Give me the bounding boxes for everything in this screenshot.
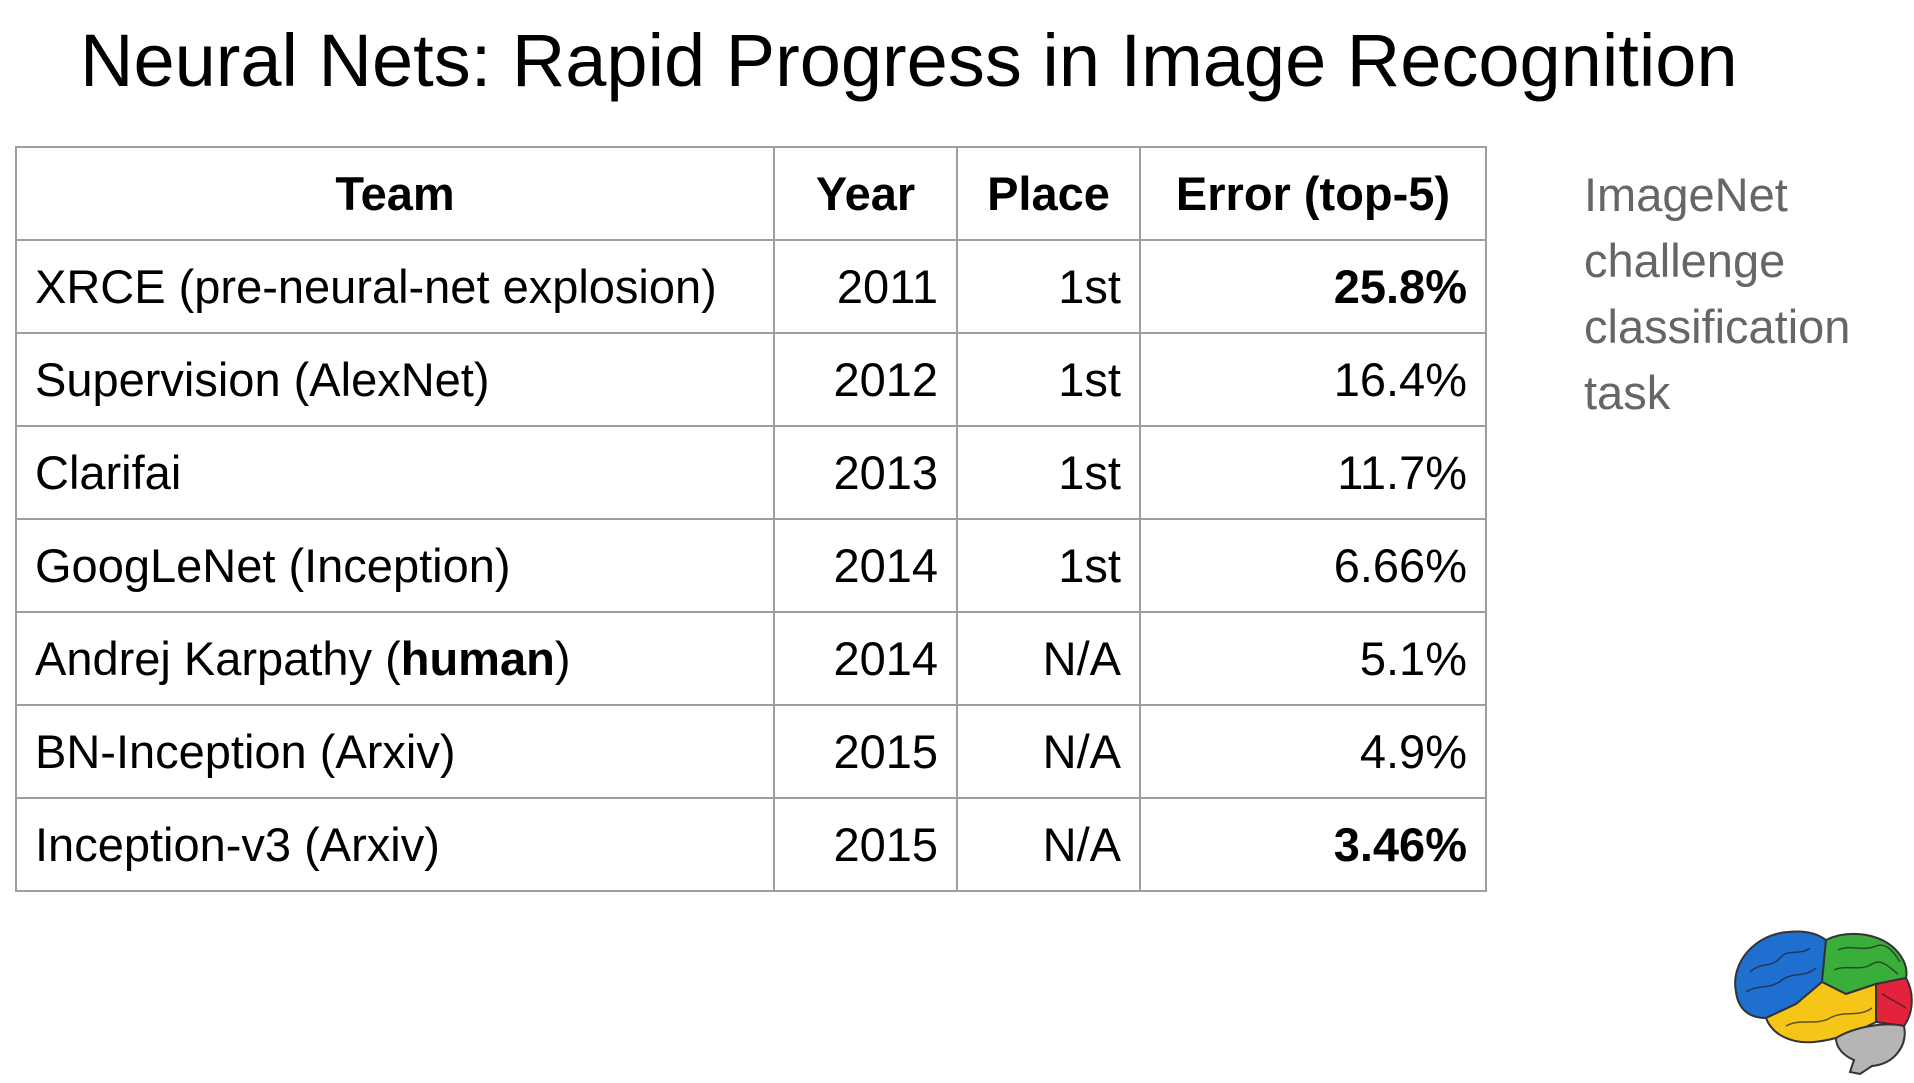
team-name-emphasis: human	[400, 632, 555, 685]
team-cell: BN-Inception (Arxiv)	[15, 704, 775, 799]
brain-gyri	[1745, 944, 1907, 1027]
error-cell: 16.4%	[1139, 332, 1487, 427]
place-cell: N/A	[956, 704, 1141, 799]
error-cell: 6.66%	[1139, 518, 1487, 613]
team-cell: Inception-v3 (Arxiv)	[15, 797, 775, 892]
side-note: ImageNet challenge classification task	[1584, 168, 1851, 419]
error-cell: 4.9%	[1139, 704, 1487, 799]
place-cell: 1st	[956, 239, 1141, 334]
table-row: BN-Inception (Arxiv) 2015 N/A 4.9%	[15, 704, 1487, 799]
team-name-suffix: )	[554, 632, 571, 685]
team-cell: Supervision (AlexNet)	[15, 332, 775, 427]
table-header-row: Team Year Place Error (top-5)	[15, 146, 1487, 241]
year-cell: 2014	[773, 611, 958, 706]
year-cell: 2015	[773, 704, 958, 799]
brain-icon	[1726, 922, 1914, 1078]
results-table: Team Year Place Error (top-5) XRCE (pre-…	[15, 146, 1487, 892]
header-place: Place	[956, 146, 1141, 241]
year-cell: 2012	[773, 332, 958, 427]
table-row: Clarifai 2013 1st 11.7%	[15, 425, 1487, 520]
team-name: Andrej Karpathy (	[35, 632, 401, 685]
year-cell: 2015	[773, 797, 958, 892]
year-cell: 2011	[773, 239, 958, 334]
brain-cerebellum	[1834, 1023, 1906, 1076]
team-cell: GoogLeNet (Inception)	[15, 518, 775, 613]
header-error: Error (top-5)	[1139, 146, 1487, 241]
table-row: Inception-v3 (Arxiv) 2015 N/A 3.46%	[15, 797, 1487, 892]
brain-frontal-lobe	[1734, 930, 1828, 1020]
place-cell: 1st	[956, 518, 1141, 613]
team-cell: Clarifai	[15, 425, 775, 520]
header-team: Team	[15, 146, 775, 241]
table-row: XRCE (pre-neural-net explosion) 2011 1st…	[15, 239, 1487, 334]
place-cell: 1st	[956, 332, 1141, 427]
team-cell: Andrej Karpathy (human)	[15, 611, 775, 706]
place-cell: N/A	[956, 797, 1141, 892]
year-cell: 2014	[773, 518, 958, 613]
error-cell: 25.8%	[1139, 239, 1487, 334]
table-row: GoogLeNet (Inception) 2014 1st 6.66%	[15, 518, 1487, 613]
brain-occipital-lobe	[1875, 976, 1913, 1028]
header-year: Year	[773, 146, 958, 241]
place-cell: N/A	[956, 611, 1141, 706]
error-cell: 5.1%	[1139, 611, 1487, 706]
table-row: Supervision (AlexNet) 2012 1st 16.4%	[15, 332, 1487, 427]
year-cell: 2013	[773, 425, 958, 520]
error-cell: 11.7%	[1139, 425, 1487, 520]
place-cell: 1st	[956, 425, 1141, 520]
error-cell: 3.46%	[1139, 797, 1487, 892]
brain-temporal-lobe	[1764, 980, 1877, 1044]
table-row: Andrej Karpathy (human) 2014 N/A 5.1%	[15, 611, 1487, 706]
team-cell: XRCE (pre-neural-net explosion)	[15, 239, 775, 334]
slide-title: Neural Nets: Rapid Progress in Image Rec…	[80, 19, 1738, 102]
